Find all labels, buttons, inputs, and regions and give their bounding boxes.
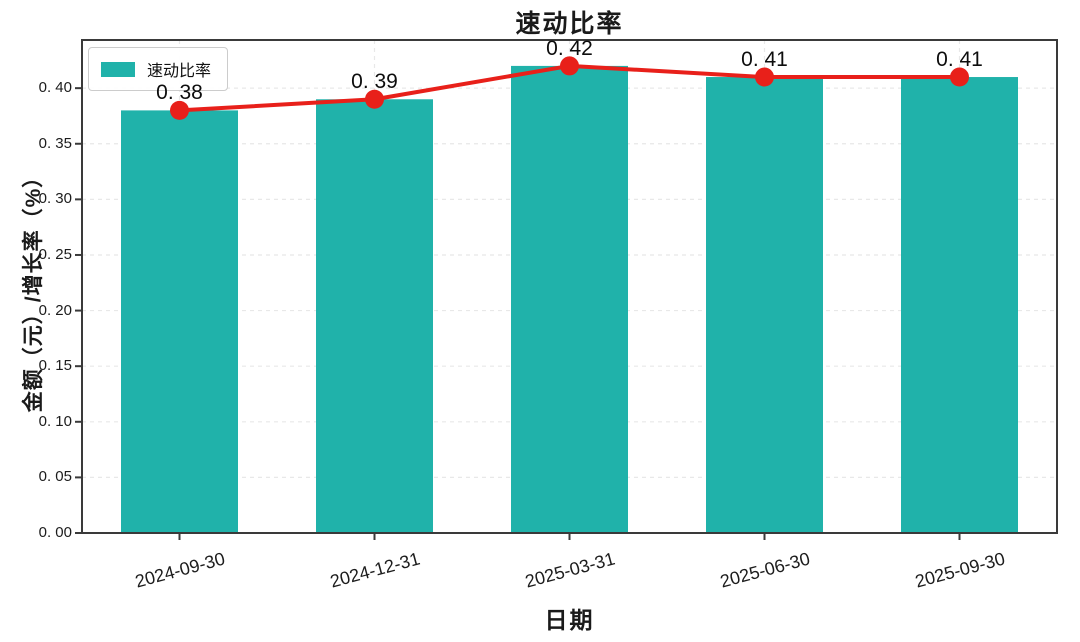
bar (316, 99, 433, 533)
bar (706, 77, 823, 533)
legend-swatch-icon (101, 61, 135, 77)
value-label: 0. 38 (156, 81, 203, 105)
value-label: 0. 41 (936, 48, 983, 72)
data-point (950, 67, 969, 87)
y-tick-label: 0. 10 (38, 412, 72, 430)
data-point (560, 56, 579, 76)
bar (901, 77, 1018, 533)
value-label: 0. 42 (546, 36, 593, 60)
y-tick-label: 0. 35 (38, 134, 72, 152)
value-label: 0. 41 (741, 48, 788, 72)
y-tick-label: 0. 00 (38, 524, 72, 541)
y-tick-label: 0. 30 (38, 190, 72, 208)
data-point (365, 89, 384, 109)
y-tick-label: 0. 25 (38, 245, 72, 263)
bar (511, 65, 628, 534)
data-point (170, 100, 189, 120)
chart-title: 速动比率 (515, 10, 624, 38)
legend-label: 速动比率 (147, 63, 212, 80)
y-tick-label: 0. 05 (38, 468, 72, 486)
x-axis-label: 日期 (544, 607, 595, 633)
bar (121, 110, 238, 534)
y-tick-label: 0. 15 (38, 357, 72, 375)
y-tick-label: 0. 20 (38, 301, 72, 319)
legend: 速动比率 (88, 47, 229, 91)
y-tick-label: 0. 40 (38, 79, 72, 97)
value-label: 0. 39 (351, 70, 398, 94)
data-point (755, 67, 774, 87)
